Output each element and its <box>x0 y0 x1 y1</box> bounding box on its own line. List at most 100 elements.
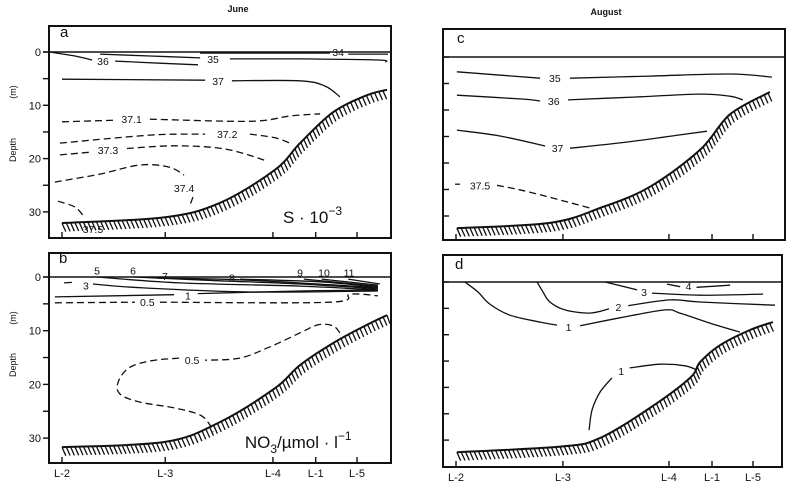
seabed-hatch <box>254 401 260 411</box>
seabed-hatch <box>235 412 241 422</box>
seabed-hatch <box>612 203 618 213</box>
seabed-hatch <box>321 349 327 359</box>
seabed <box>61 88 388 232</box>
seabed-hatch <box>464 451 470 461</box>
seabed-hatch <box>705 143 711 153</box>
seabed-hatch <box>130 219 136 229</box>
seabed-hatch <box>520 448 526 458</box>
y-axis-unit: (m) <box>8 311 18 325</box>
seabed-hatch <box>645 410 651 420</box>
station-label: L-2 <box>54 468 70 480</box>
seabed-hatch <box>708 140 714 150</box>
seabed-hatch <box>516 225 522 235</box>
contour-segment <box>628 299 776 307</box>
seabed-hatch <box>78 446 84 456</box>
seabed-hatch <box>328 115 334 125</box>
seabed-hatch <box>268 392 274 402</box>
seabed-hatch <box>250 403 256 413</box>
contour-segment <box>567 93 744 101</box>
seabed-hatch <box>490 450 496 460</box>
contour-segment <box>569 130 708 149</box>
contour-segment <box>54 294 175 298</box>
contour-line: 10 <box>318 268 378 286</box>
contour-line: 34 <box>200 47 388 59</box>
seabed-hatch <box>546 223 552 233</box>
seabed-hatch <box>214 204 220 214</box>
contour-segment <box>57 200 86 219</box>
seabed-hatch <box>723 119 729 129</box>
contour-label: 2 <box>616 302 622 314</box>
y-tick-label: 30 <box>29 207 41 219</box>
station-label: L-1 <box>704 472 720 484</box>
seabed-hatch <box>593 440 599 450</box>
seabed-hatch <box>456 451 462 461</box>
contour-segment <box>348 278 381 285</box>
y-axis-title: Depth <box>8 138 18 162</box>
seabed-hatch <box>652 405 658 415</box>
contour-segment <box>464 281 558 326</box>
contour-segment <box>588 377 613 431</box>
contour-line: 8 <box>229 273 378 288</box>
seabed-hatch <box>201 430 207 440</box>
y-axis-title: Depth <box>8 353 18 377</box>
seabed-hatch <box>619 426 625 436</box>
seabed-hatch <box>82 446 88 456</box>
contour-segment <box>229 58 388 63</box>
seabed-hatch <box>693 155 698 165</box>
contour-line: 37.3 <box>59 145 269 162</box>
column-title-august: August <box>591 7 622 17</box>
seabed-hatch <box>533 224 539 234</box>
seabed-hatch <box>271 389 277 399</box>
seabed-hatch <box>363 326 369 336</box>
seabed-hatch <box>147 443 153 453</box>
seabed-hatch <box>239 410 245 420</box>
seabed-hatch <box>665 176 671 186</box>
seabed-hatch <box>168 440 174 450</box>
seabed-hatch <box>608 204 614 214</box>
seabed-hatch <box>669 393 675 403</box>
seabed-hatch <box>756 326 762 336</box>
contour-label: 1 <box>618 366 624 378</box>
seabed-hatch <box>567 445 573 455</box>
seabed-hatch <box>138 219 144 229</box>
seabed-hatch <box>529 224 535 234</box>
seabed-hatch <box>143 218 148 228</box>
seabed-hatch <box>168 216 174 226</box>
seabed-hatch <box>516 449 522 459</box>
seabed-line <box>61 314 388 449</box>
seabed-hatch <box>297 366 303 376</box>
seabed-hatch <box>95 445 101 455</box>
seabed-hatch <box>155 217 161 227</box>
y-tick-label: 0 <box>35 47 41 59</box>
seabed-hatch <box>696 366 702 376</box>
seabed-hatch <box>648 408 654 418</box>
seabed-hatch <box>315 126 321 136</box>
seabed-hatch <box>248 186 254 196</box>
seabed-hatch <box>591 210 597 220</box>
seabed-hatch <box>138 444 144 454</box>
contour-line: 37.5 <box>455 180 591 209</box>
seabed-hatch <box>760 325 766 335</box>
seabed-hatch <box>209 426 215 436</box>
seabed-hatch <box>704 356 710 366</box>
seabed-hatch <box>542 447 548 457</box>
seabed-hatch <box>193 434 199 444</box>
seabed-hatch <box>460 227 466 237</box>
seabed-hatch <box>252 184 258 194</box>
contour-segment <box>604 281 638 291</box>
seabed-hatch <box>744 104 750 114</box>
seabed-hatch <box>748 102 754 112</box>
seabed-hatch <box>189 435 195 445</box>
seabed-hatch <box>297 145 303 155</box>
seabed-hatch <box>576 444 582 454</box>
seabed-hatch <box>647 187 653 197</box>
seabed-hatch <box>355 330 361 340</box>
contour-segment <box>54 163 185 183</box>
contour-line: 1 <box>588 363 698 431</box>
seabed-hatch <box>263 177 269 187</box>
contour-label: 0.5 <box>140 297 155 309</box>
seabed-hatch <box>108 220 114 230</box>
seabed-hatch <box>725 341 731 351</box>
seabed-hatch <box>342 105 348 115</box>
contour-segment <box>536 281 610 314</box>
